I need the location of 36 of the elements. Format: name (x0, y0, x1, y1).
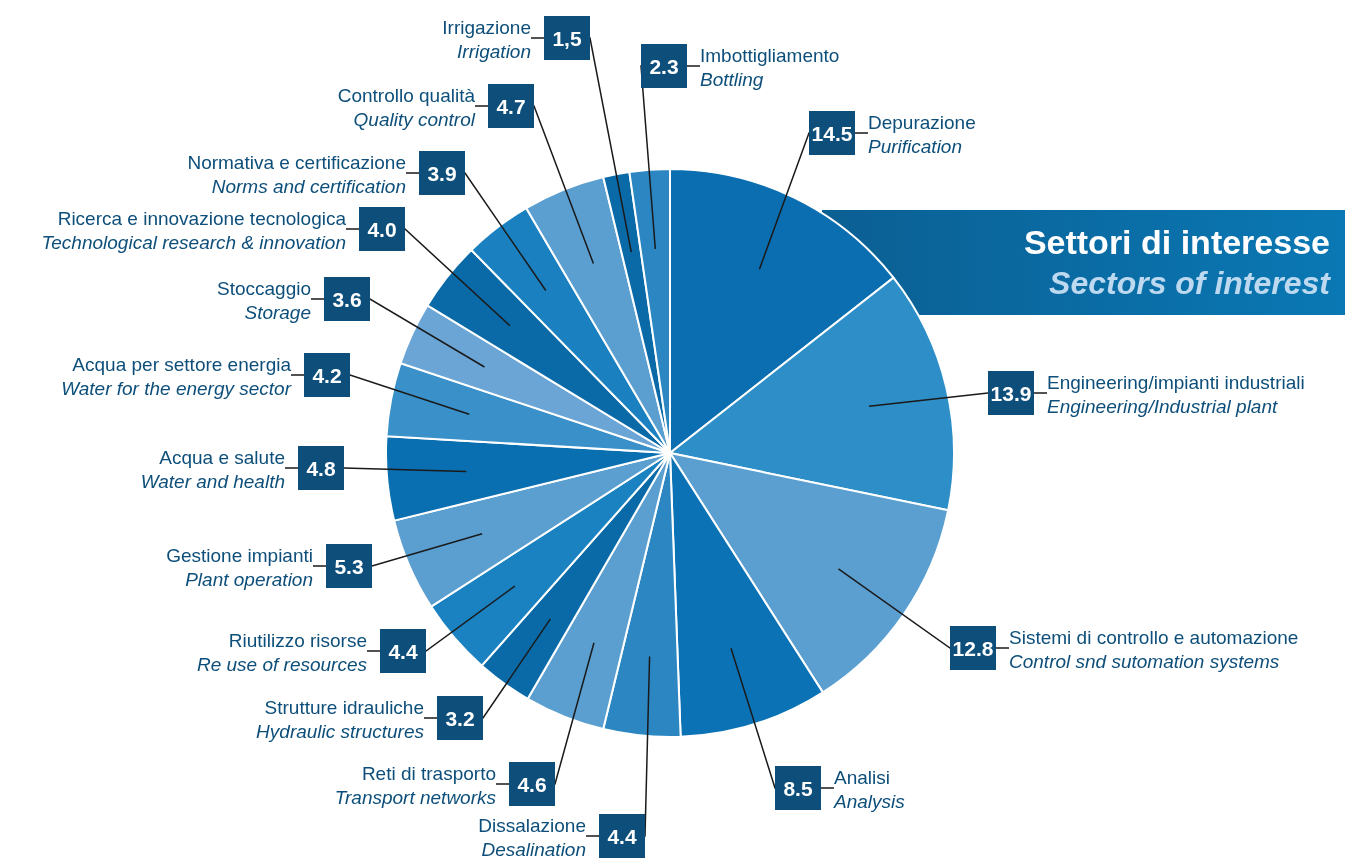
slice-label: Gestione impianti Plant operation (166, 545, 313, 590)
slice-label: Acqua e salute Water and health (140, 447, 285, 492)
data-label: 4.4 (388, 640, 418, 663)
data-label: 3.2 (445, 707, 475, 730)
slice-label: Imbottigliamento Bottling (700, 45, 840, 90)
data-label: 4.8 (306, 457, 336, 480)
slice-label: Engineering/impianti industriali Engineering/Industrial plant (1047, 372, 1305, 417)
slice-label: Stoccaggio Storage (216, 278, 311, 323)
data-label: 4.6 (517, 773, 547, 796)
data-label: 14.5 (811, 122, 853, 145)
data-label: 12.8 (952, 637, 994, 660)
data-label: 4.7 (496, 95, 526, 118)
data-label: 4.0 (367, 218, 397, 241)
data-label: 4.2 (312, 364, 342, 387)
data-label: 1,5 (552, 27, 582, 50)
slice-label: Strutture idrauliche Hydraulic structures (256, 697, 425, 742)
slice-label: Normativa e certificazione Norms and certification (187, 152, 406, 197)
slice-label: Riutilizzo risorse Re use of resources (196, 630, 368, 675)
data-label: 3.9 (427, 162, 457, 185)
slice-label: Depurazione Purification (868, 112, 976, 157)
slice-label: Acqua per settore energia Water for the energy sector (61, 354, 292, 399)
data-label: 13.9 (990, 382, 1032, 405)
data-label: 3.6 (332, 288, 362, 311)
text: Sectors of interest (1049, 265, 1332, 301)
data-label: 8.5 (783, 777, 813, 800)
slice-label: Sistemi di controllo e automazione Control snd sutomation systems (1009, 627, 1299, 672)
slice-label: Analisi Analysis (833, 767, 906, 812)
slice-label: Dissalazione Desalination (478, 815, 586, 858)
slice-label: Controllo qualità Quality control (337, 85, 476, 130)
slice-label: Reti di trasporto Transport networks (334, 763, 497, 808)
data-label: 5.3 (334, 555, 364, 578)
text: Settori di interesse (1023, 223, 1330, 261)
data-label: 2.3 (649, 55, 679, 78)
slice-label: Ricerca e innovazione tecnologica Technological research & innovation (41, 208, 347, 253)
slice-label: Irrigazione Irrigation (442, 17, 531, 62)
data-label: 4.4 (607, 825, 637, 848)
